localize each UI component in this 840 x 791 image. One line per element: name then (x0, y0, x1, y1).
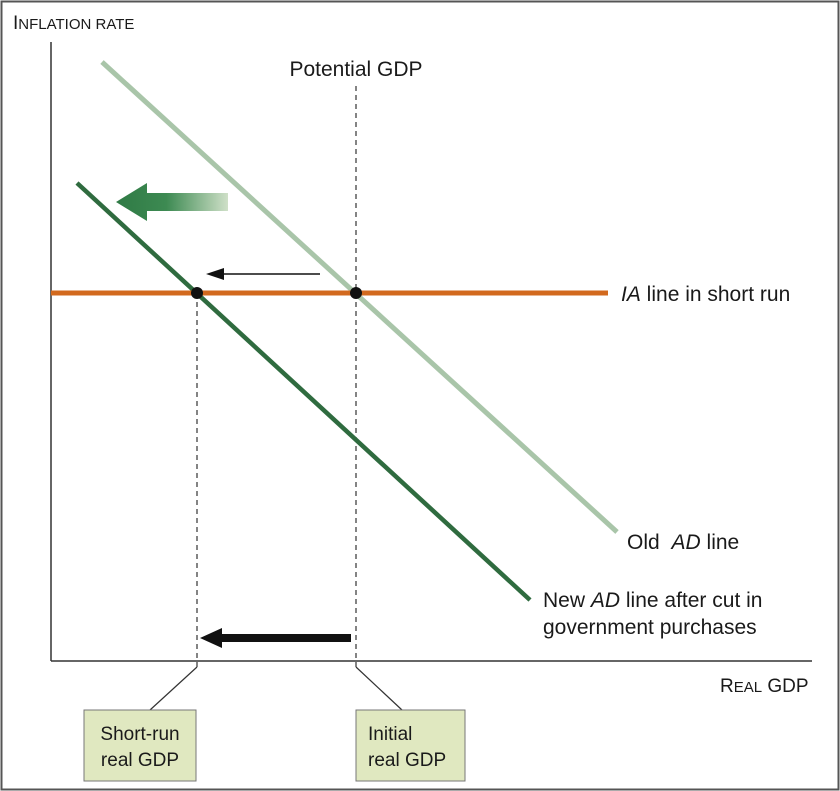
x-axis-label: REAL GDP (720, 676, 809, 697)
short-run-box-line2: real GDP (101, 750, 179, 771)
potential-gdp-label: Potential GDP (289, 58, 422, 81)
new-ad-label-line2: government purchases (543, 616, 757, 639)
ad-shift-arrow (116, 183, 228, 221)
initial-gdp-box (355, 709, 466, 782)
short-run-gdp-box (83, 709, 197, 782)
short-run-box-line1: Short-run (100, 724, 179, 745)
initial-box-pointer (355, 666, 403, 711)
ia-line-label: IA line in short run (621, 283, 790, 306)
short-run-box-pointer (149, 666, 198, 711)
old-ad-label: Old AD line (627, 531, 739, 554)
gdp-decline-arrow-head (200, 628, 222, 648)
gdp-decline-arrow-shaft (218, 634, 351, 642)
new-ad-line (75, 181, 532, 602)
initial-box-line2: real GDP (368, 750, 446, 771)
initial-box-line1: Initial (368, 724, 412, 745)
initial-equilibrium-point (350, 287, 362, 299)
new-ad-label: New AD line after cut in (543, 589, 762, 612)
y-axis-label: INFLATION RATE (13, 13, 134, 34)
thin-left-arrow-head (206, 268, 224, 280)
short-run-equilibrium-point (191, 287, 203, 299)
